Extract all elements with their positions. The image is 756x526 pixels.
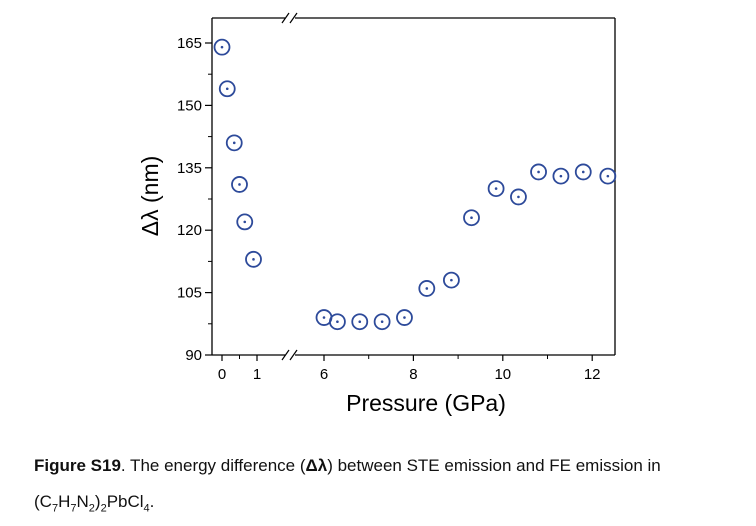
y-tick-label: 90 [185,347,202,364]
caption-formula: (C7H7N2)2PbCl4. [34,492,155,515]
point-marker-ring [231,176,248,193]
x-tick-label: 0 [218,366,226,383]
point-marker-ring [373,313,391,331]
data-point [530,163,547,181]
point-marker-dot [232,141,236,145]
axis-break-mark [281,12,290,24]
data-point [225,134,243,152]
point-marker-ring [396,309,413,326]
point-marker-ring [530,163,547,181]
point-marker-ring [442,271,460,289]
point-marker-ring [463,209,480,227]
point-marker-dot [606,174,610,178]
data-point [442,271,460,289]
data-point [213,38,231,56]
y-tick-label: 120 [177,222,202,239]
data-point [373,313,391,331]
data-point [510,188,527,206]
point-marker-dot [494,187,498,190]
data-point [231,176,248,193]
point-marker-dot [517,195,520,199]
point-marker-ring [218,80,236,98]
point-marker-ring [418,280,436,297]
data-point [396,309,413,326]
point-marker-dot [225,87,229,91]
data-point [463,209,480,227]
point-marker-dot [559,174,563,178]
point-marker-dot [425,287,429,290]
point-marker-dot [322,316,326,319]
point-marker-dot [358,320,362,324]
point-marker-dot [470,216,473,220]
y-tick-label: 105 [177,285,202,302]
caption-text: . The energy difference ( [120,456,306,475]
point-marker-dot [403,316,406,319]
x-tick-label: 10 [494,366,511,383]
point-marker-dot [380,320,384,324]
point-marker-ring [487,180,505,198]
caption-label: Figure S19 [34,456,121,475]
point-marker-ring [351,313,369,331]
y-tick-label: 135 [177,160,202,177]
data-point [574,163,592,181]
data-point [552,167,570,185]
x-axis-title: Pressure (GPa) [346,390,506,416]
point-marker-ring [236,213,254,231]
caption-symbol: Δλ [305,456,328,475]
data-point [351,313,369,331]
point-marker-dot [581,170,585,174]
point-marker-ring [574,163,592,181]
point-marker-ring [329,313,346,331]
y-axis-title: Δλ (nm) [137,156,163,237]
x-tick-label: 8 [409,366,417,383]
point-marker-ring [552,167,570,185]
plot-frame [211,12,616,361]
data-point [236,213,254,231]
x-tick-label: 6 [320,366,328,383]
x-axis: 0 1 6 8 10 12 [218,355,601,383]
point-marker-dot [252,258,255,261]
data-points [213,38,617,331]
axis-break-mark [289,349,298,361]
y-tick-label: 150 [177,97,202,114]
y-axis: 90 105 120 135 150 165 [177,35,212,364]
point-marker-dot [537,170,540,174]
point-marker-ring [510,188,527,206]
axis-break-mark [281,349,290,361]
figure-caption: Figure S19. The energy difference (Δλ) b… [34,448,744,526]
data-point [487,180,505,198]
point-marker-dot [220,45,224,49]
y-tick-label: 165 [177,35,202,52]
scatter-chart: 90 105 120 135 150 165 0 1 6 8 10 12 Pressure (GPa… [137,12,617,416]
point-marker-dot [450,278,453,282]
data-point [418,280,436,297]
data-point [218,80,236,98]
point-marker-dot [238,183,241,186]
caption-text-2: ) between STE emission and FE emission i… [327,456,661,475]
point-marker-ring [225,134,243,152]
x-tick-label: 1 [253,366,261,383]
point-marker-ring [245,250,262,268]
point-marker-dot [336,320,339,324]
data-point [599,167,617,185]
point-marker-ring [599,167,617,185]
point-marker-dot [243,220,247,224]
data-point [329,313,346,331]
axis-break-mark [289,12,298,24]
x-tick-label: 12 [584,366,601,383]
data-point [245,250,262,268]
point-marker-ring [213,38,231,56]
